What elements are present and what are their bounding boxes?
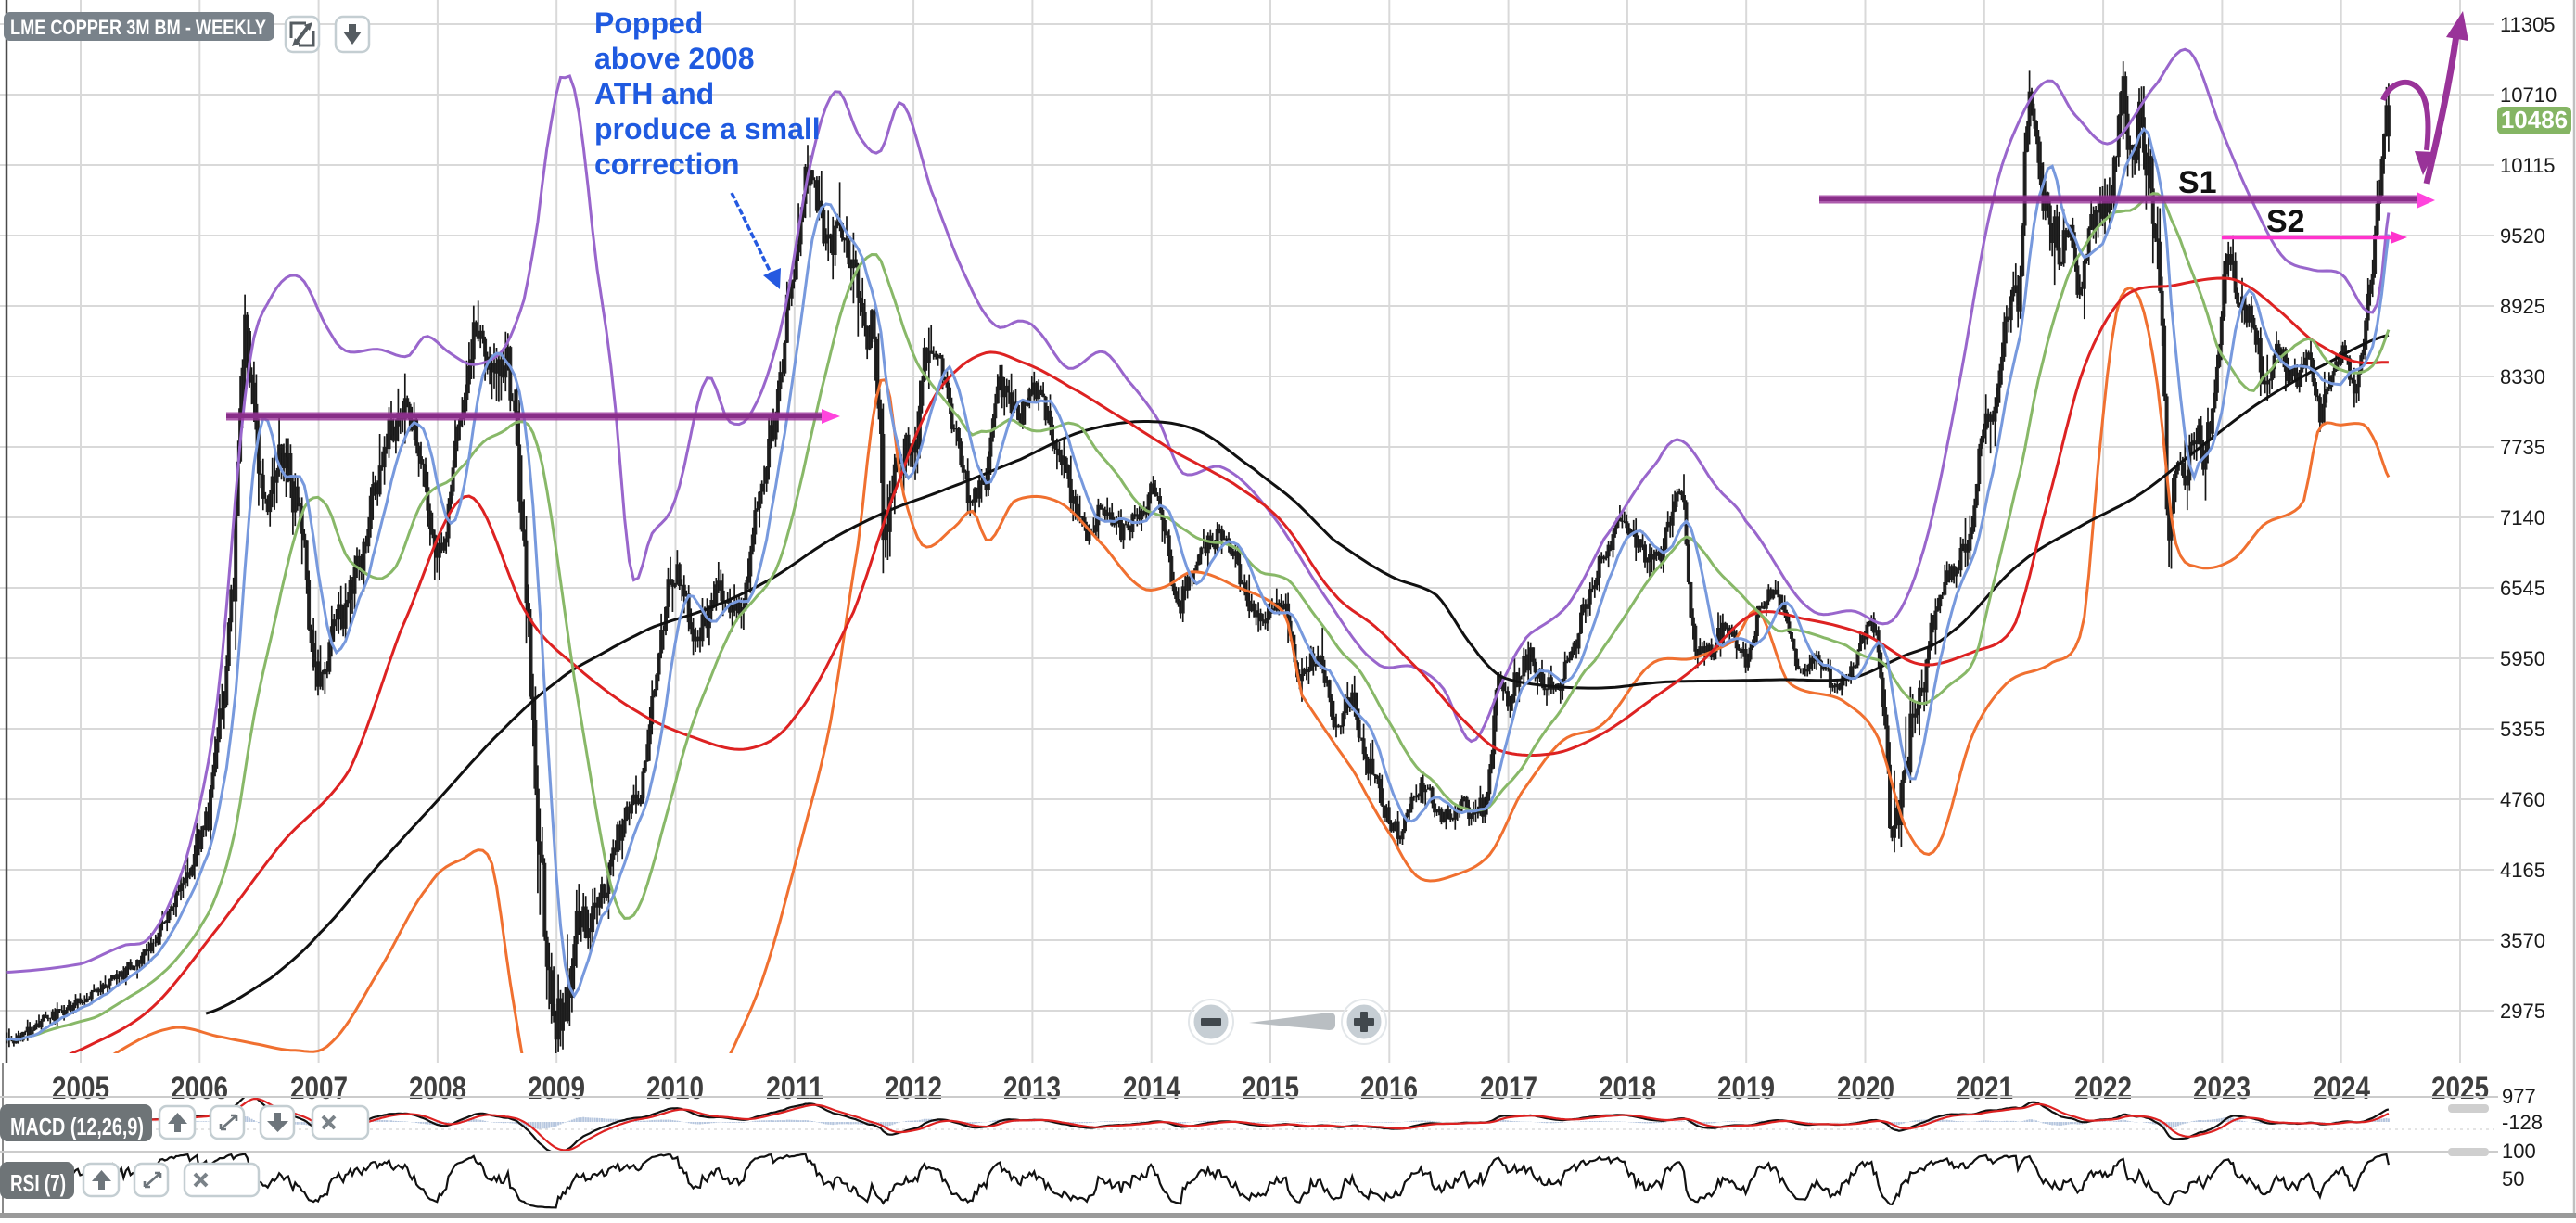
svg-text:2014: 2014 <box>1123 1071 1180 1106</box>
svg-text:2012: 2012 <box>885 1071 942 1106</box>
svg-text:2021: 2021 <box>1956 1071 2013 1106</box>
svg-text:2015: 2015 <box>1242 1071 1299 1106</box>
svg-text:8330: 8330 <box>2500 365 2545 389</box>
svg-text:10115: 10115 <box>2500 154 2556 177</box>
svg-text:2011: 2011 <box>766 1071 823 1106</box>
svg-text:5950: 5950 <box>2500 647 2545 670</box>
svg-text:2010: 2010 <box>646 1071 704 1106</box>
svg-text:2005: 2005 <box>52 1071 109 1106</box>
svg-text:2975: 2975 <box>2500 1000 2545 1023</box>
svg-text:correction: correction <box>594 147 739 181</box>
svg-text:6545: 6545 <box>2500 577 2545 600</box>
svg-text:10486: 10486 <box>2501 106 2568 134</box>
svg-text:2023: 2023 <box>2193 1071 2251 1106</box>
svg-text:9520: 9520 <box>2500 224 2545 248</box>
svg-text:produce a small: produce a small <box>594 112 821 146</box>
svg-text:7140: 7140 <box>2500 506 2545 529</box>
svg-text:S2: S2 <box>2266 204 2305 239</box>
svg-text:977: 977 <box>2502 1085 2536 1108</box>
svg-text:LME COPPER 3M BM - WEEKLY: LME COPPER 3M BM - WEEKLY <box>10 16 266 39</box>
svg-text:3570: 3570 <box>2500 929 2545 952</box>
svg-text:-128: -128 <box>2502 1111 2543 1134</box>
svg-text:2018: 2018 <box>1599 1071 1656 1106</box>
svg-text:2006: 2006 <box>171 1071 228 1106</box>
svg-text:2008: 2008 <box>409 1071 466 1106</box>
svg-text:Popped: Popped <box>594 6 703 40</box>
svg-text:2024: 2024 <box>2313 1071 2370 1106</box>
svg-text:100: 100 <box>2502 1140 2536 1163</box>
svg-text:S1: S1 <box>2178 165 2217 200</box>
svg-text:2017: 2017 <box>1480 1071 1537 1106</box>
svg-text:10710: 10710 <box>2500 83 2557 107</box>
svg-text:2022: 2022 <box>2074 1071 2132 1106</box>
svg-text:ATH and: ATH and <box>594 77 714 110</box>
svg-text:2009: 2009 <box>528 1071 585 1106</box>
svg-text:2020: 2020 <box>1837 1071 1894 1106</box>
svg-text:7735: 7735 <box>2500 436 2545 459</box>
svg-text:2025: 2025 <box>2431 1071 2489 1106</box>
svg-text:RSI (7): RSI (7) <box>10 1169 66 1197</box>
svg-text:MACD (12,26,9): MACD (12,26,9) <box>10 1113 144 1140</box>
svg-text:2016: 2016 <box>1360 1071 1418 1106</box>
svg-text:2013: 2013 <box>1003 1071 1061 1106</box>
svg-text:4760: 4760 <box>2500 788 2545 811</box>
svg-text:above 2008: above 2008 <box>594 42 755 75</box>
svg-text:8925: 8925 <box>2500 295 2545 318</box>
svg-text:2007: 2007 <box>290 1071 348 1106</box>
svg-text:2019: 2019 <box>1717 1071 1775 1106</box>
svg-text:5355: 5355 <box>2500 718 2545 741</box>
svg-text:11305: 11305 <box>2500 13 2556 36</box>
svg-text:4165: 4165 <box>2500 859 2545 882</box>
svg-text:50: 50 <box>2502 1167 2524 1191</box>
